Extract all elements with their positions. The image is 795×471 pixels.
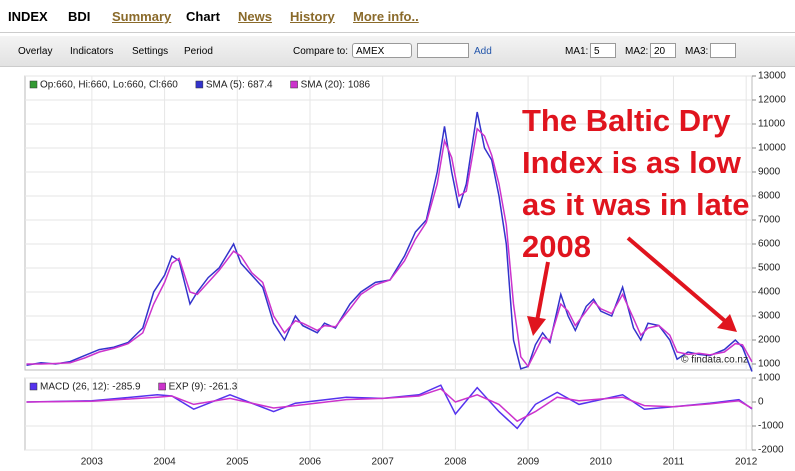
annotation-line: Index is as low (522, 145, 741, 180)
legend-swatch (290, 80, 298, 89)
menu[interactable]: Period (184, 46, 213, 57)
tab[interactable]: News (238, 9, 272, 24)
tab-bar: INDEX BDI Summary Chart News History Mor… (0, 0, 795, 33)
y-tick-label: 6000 (758, 239, 781, 250)
y-tick-label: 2000 (758, 335, 781, 346)
y-tick-label: 8000 (758, 191, 781, 202)
y-tick-label: 13000 (758, 71, 786, 82)
x-tick-label: 2011 (663, 457, 685, 468)
y-tick-label: 5000 (758, 263, 781, 274)
toolbar: Overlay Indicators Settings Period Compa… (0, 36, 795, 67)
arrow (626, 236, 727, 323)
watermark: © findata.co.nz (681, 355, 748, 366)
x-tick-label: 2005 (226, 457, 249, 468)
menu[interactable]: Settings (132, 46, 169, 57)
series-line (26, 127, 753, 368)
x-tick-label: 2004 (153, 457, 176, 468)
legend-label: SMA (5): 687.4 (206, 80, 273, 91)
input[interactable]: 5 (590, 43, 616, 58)
add-link[interactable]: Add (474, 46, 492, 57)
y-tick-label: 7000 (758, 215, 781, 226)
series-line (26, 384, 753, 430)
legend-swatch (29, 80, 38, 89)
label: MA1: (565, 46, 589, 57)
x-tick-label: 2008 (444, 457, 467, 468)
legend-label: SMA (20): 1086 (301, 80, 371, 91)
y-tick-label: 1000 (758, 359, 781, 370)
menu[interactable]: Overlay (18, 46, 53, 57)
label: MA2: (625, 46, 649, 57)
x-tick-label: 2012 (735, 457, 758, 468)
legend-swatch (195, 80, 204, 89)
input[interactable] (710, 43, 736, 58)
y-tick-label: 1000 (758, 373, 781, 384)
y-tick-label: 4000 (758, 287, 781, 298)
x-tick-label: 2006 (299, 457, 322, 468)
y-tick-label: 11000 (758, 119, 786, 130)
tab[interactable]: History (290, 9, 335, 24)
y-tick-label: 9000 (758, 167, 781, 178)
menu[interactable]: Indicators (70, 46, 114, 57)
arrow (535, 261, 550, 322)
macd-panel (24, 377, 753, 451)
legend-swatch (29, 382, 38, 391)
x-tick-label: 2010 (590, 457, 613, 468)
tab[interactable]: BDI (68, 9, 91, 24)
label: MA3: (685, 46, 709, 57)
tab[interactable]: Summary (112, 9, 172, 24)
tab[interactable]: More info.. (353, 9, 419, 24)
y-tick-label: -2000 (758, 445, 784, 456)
series-line (26, 387, 753, 423)
x-tick-label: 2007 (372, 457, 395, 468)
y-tick-label: 0 (758, 397, 764, 408)
tab[interactable]: INDEX (8, 9, 48, 24)
legend-swatch (158, 382, 166, 391)
y-tick-label: 3000 (758, 311, 781, 322)
y-tick-label: -1000 (758, 421, 784, 432)
annotation-line: 2008 (522, 229, 591, 264)
legend-label: Op:660, Hi:660, Lo:660, Cl:660 (40, 80, 178, 91)
legend-label: MACD (26, 12): -285.9 (40, 382, 141, 393)
tab[interactable]: Chart (186, 9, 220, 24)
label: Compare to: (293, 46, 349, 57)
arrow-head (717, 314, 737, 332)
select[interactable]: AMEX (352, 43, 412, 58)
input[interactable]: 20 (650, 43, 676, 58)
x-tick-label: 2003 (81, 457, 104, 468)
annotation: The Baltic Dry Index is as low as it was… (522, 100, 749, 268)
y-tick-label: 10000 (758, 143, 786, 154)
main-panel (24, 75, 753, 371)
annotation-line: The Baltic Dry (522, 103, 731, 138)
arrows (527, 236, 737, 336)
legend-label: EXP (9): -261.3 (169, 382, 238, 393)
x-tick-label: 2009 (517, 457, 540, 468)
y-tick-label: 12000 (758, 95, 786, 106)
arrow-head (527, 316, 546, 336)
input[interactable] (417, 43, 469, 58)
chart: 1000 2000 3000 4000 5000 6000 7000 8000 9000 1000… (24, 71, 786, 468)
annotation-line: as it was in late (522, 187, 750, 222)
